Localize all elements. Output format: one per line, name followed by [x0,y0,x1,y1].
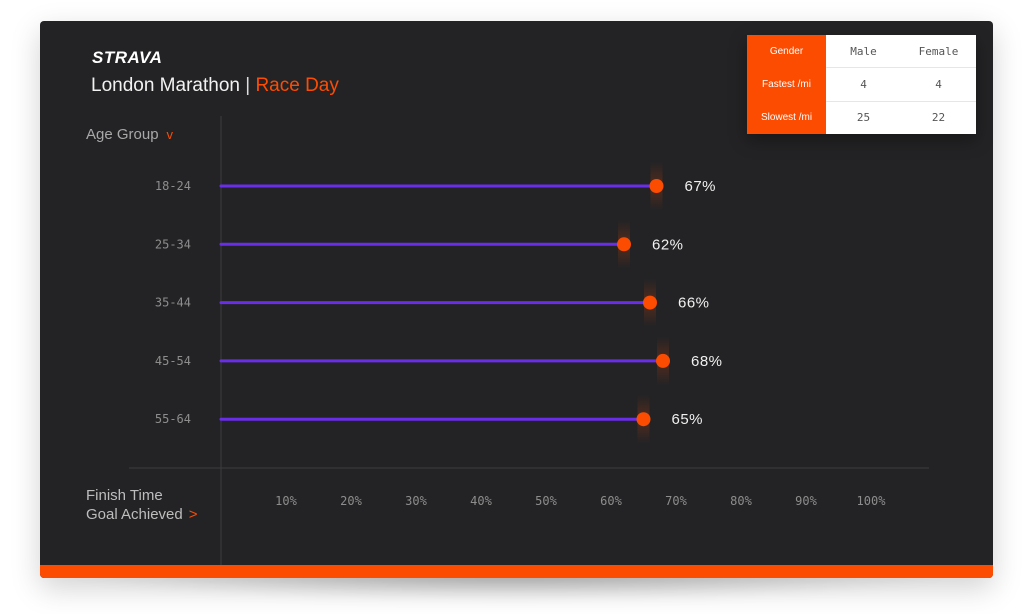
title-highlight: Race Day [255,75,339,96]
value-label: 65% [672,411,704,428]
chevron-down-icon: v [166,127,174,142]
lollipop-dot [643,295,657,310]
fastest-female-value: 4 [935,77,942,91]
x-tick-label: 20% [340,494,362,508]
slowest-male-value: 25 [856,111,871,125]
slowest-female-value: 22 [931,111,946,125]
x-tick-label: 80% [730,494,752,508]
page-title: London Marathon | Race Day [91,75,339,97]
x-tick-label: 30% [405,494,427,508]
gender-stats-table: Gender Fastest /mi Slowest /mi Male Fema… [747,35,976,134]
chevron-right-icon: > [188,506,198,523]
age-group-label: Age Group [86,126,159,143]
gender-header-label: Gender [769,46,804,57]
value-label: 67% [685,178,717,195]
category-label: 35-44 [155,296,191,310]
lollipop-dot [617,237,631,252]
table-values: Male Female 4 4 25 22 [826,35,976,134]
bottom-accent-bar [40,565,993,578]
category-label: 45-54 [155,354,191,368]
slowest-row-label: Slowest /mi [760,112,813,123]
table-row-labels: Gender Fastest /mi Slowest /mi [747,35,826,134]
event-name: London Marathon [91,75,240,96]
x-tick-label: 10% [275,494,297,508]
lollipop-dot [636,412,651,427]
finish-time-selector[interactable]: Finish Time Goal Achieved > [86,486,198,524]
value-label: 68% [691,353,723,370]
category-label: 18-24 [155,179,191,193]
lollipop-chart: 18-24 67% 25-34 62% 35-44 66% 45-54 68% 55-64 65%… [129,116,929,566]
fastest-row-label: Fastest /mi [762,79,811,90]
value-label: 62% [652,236,684,253]
value-label: 66% [678,295,710,312]
lollipop-dot [656,353,670,368]
title-separator: | [245,75,251,96]
finish-time-label-line2: Goal Achieved [86,506,183,523]
female-column-header: Female [918,44,959,58]
fastest-male-value: 4 [860,77,867,91]
table-row: 25 22 [826,102,976,134]
strava-logo: STRAVA [92,48,163,67]
male-column-header: Male [850,44,877,58]
finish-time-label-line1: Finish Time [86,487,163,504]
x-tick-label: 60% [600,494,622,508]
category-label: 55-64 [155,412,191,426]
lollipop-dot [649,179,664,193]
table-header-row: Male Female [826,35,976,69]
x-tick-label: 70% [665,494,687,508]
age-group-selector[interactable]: Age Group v [86,126,173,143]
x-tick-label: 100% [857,494,887,508]
x-tick-label: 90% [795,494,817,508]
x-tick-label: 50% [535,494,557,508]
category-label: 25-34 [155,237,191,251]
table-row: 4 4 [826,68,976,102]
x-tick-label: 40% [470,494,492,508]
